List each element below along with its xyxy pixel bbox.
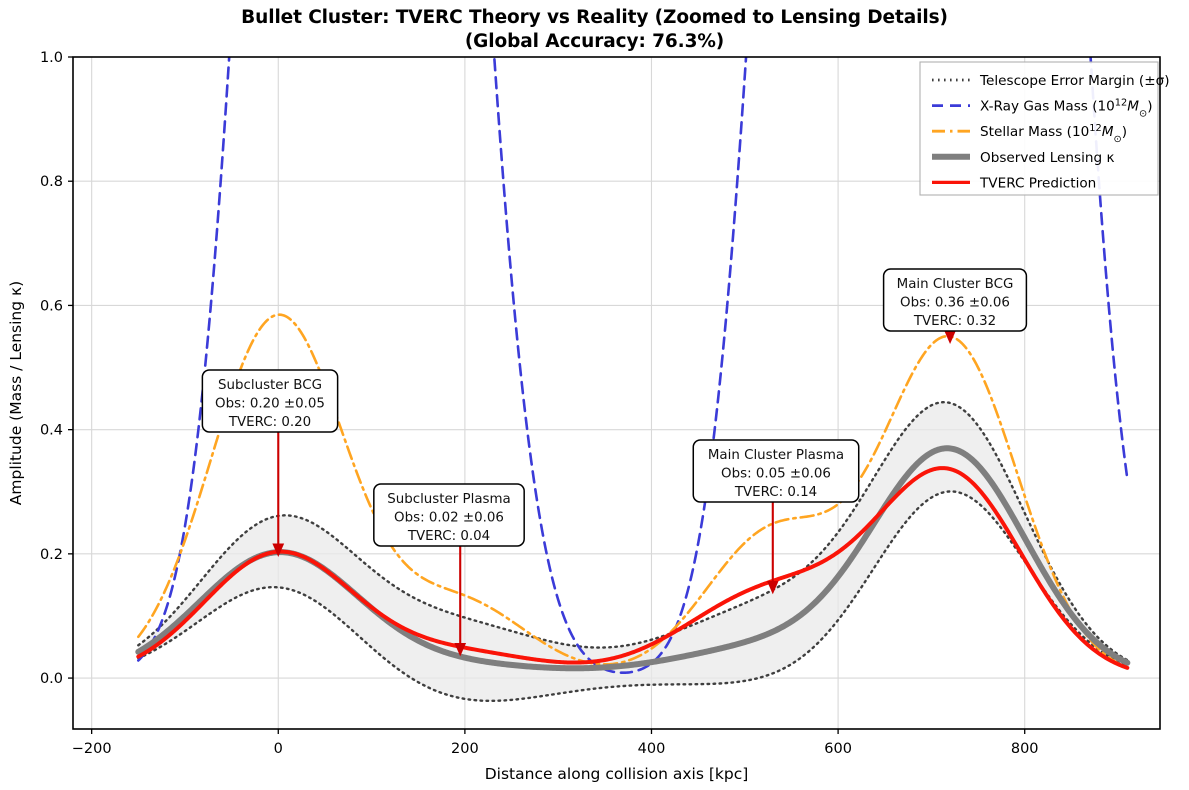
annotation-line: Subcluster BCG [218,378,322,393]
annotation-layer: Subcluster BCG Obs: 0.20 ±0.05 TVERC: 0.20… [201,268,1028,657]
annotation-line: Obs: 0.05 ±0.06 [721,466,831,481]
annotation-line: Obs: 0.36 ±0.06 [900,295,1010,310]
legend-label[interactable]: X-Ray Gas Mass (1012M⊙) [980,97,1153,119]
annotation-line: TVERC: 0.14 [734,485,817,500]
annotation-subcluster-plasma: Subcluster Plasma Obs: 0.02 ±0.06 TVERC: 0… [373,483,525,657]
legend-label[interactable]: Observed Lensing κ [980,150,1114,166]
annotation-line: Main Cluster BCG [897,277,1014,292]
axes-frame [72,56,1161,730]
legend-background [919,61,1159,196]
y-tick-label: 1.0 [40,50,63,66]
y-tick-label: 0.0 [40,671,63,687]
xray-gas-mass-curve [137,57,1129,675]
y-tick-label: 0.4 [40,423,63,439]
x-tick-label: 800 [1011,741,1039,757]
annotation-line: Obs: 0.20 ±0.05 [215,396,325,411]
chart-title: Bullet Cluster: TVERC Theory vs Reality … [0,6,1189,53]
annotation-line: TVERC: 0.32 [913,314,996,329]
y-axis-label: Amplitude (Mass / Lensing κ) [7,281,25,505]
error-margin-lower-curve [137,490,1129,703]
annotation-box [201,369,339,433]
legend-label[interactable]: Stellar Mass (1012M⊙) [980,123,1127,145]
annotation-line: Main Cluster Plasma [708,448,844,463]
legend-label[interactable]: Telescope Error Margin (±σ) [979,73,1170,89]
data-curves [135,57,1131,703]
tverc-prediction-curve [136,466,1130,670]
annotation-line: Subcluster Plasma [387,492,511,507]
x-tick-label: 400 [638,741,666,757]
annotation-main-cluster-plasma: Main Cluster Plasma Obs: 0.05 ±0.06 TVERC:… [692,439,860,595]
x-tick-label: 200 [451,741,479,757]
annotation-main-cluster-bcg: Main Cluster BCG Obs: 0.36 ±0.06 TVERC: 0.… [882,268,1028,344]
y-tick-label: 0.6 [40,298,63,314]
annotation-line: Obs: 0.02 ±0.06 [394,510,504,525]
error-margin-upper-curve [137,400,1129,662]
x-tick-label: 0 [274,741,283,757]
chart-title-line-1: Bullet Cluster: TVERC Theory vs Reality … [241,7,948,28]
x-axis-label: Distance along collision axis [kpc] [485,765,749,783]
annotation-line: TVERC: 0.04 [407,529,490,544]
annotation-line: TVERC: 0.20 [228,415,311,430]
annotation-box [882,268,1028,332]
annotation-box [373,483,525,547]
legend: Telescope Error Margin (±σ) X-Ray Gas Mas… [919,61,1170,196]
legend-label[interactable]: TVERC Prediction [979,175,1096,191]
axis-ticks: 0.0 0.2 0.4 0.6 0.8 1.0 −200 0 200 400 600 800 [40,50,1039,757]
chart-title-line-2: (Global Accuracy: 76.3%) [464,30,725,52]
x-tick-label: 600 [824,741,852,757]
y-tick-label: 0.2 [40,547,63,563]
annotation-subcluster-bcg: Subcluster BCG Obs: 0.20 ±0.05 TVERC: 0.20 [201,369,339,557]
x-tick-label: −200 [72,741,112,757]
annotation-box [692,439,860,503]
stellar-mass-curve [137,313,1129,669]
error-band-fill [138,402,1128,701]
y-tick-label: 0.8 [40,174,63,190]
